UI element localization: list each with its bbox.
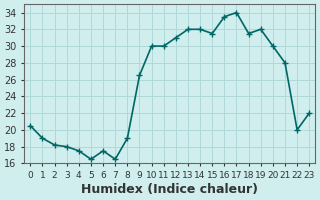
- X-axis label: Humidex (Indice chaleur): Humidex (Indice chaleur): [81, 183, 258, 196]
